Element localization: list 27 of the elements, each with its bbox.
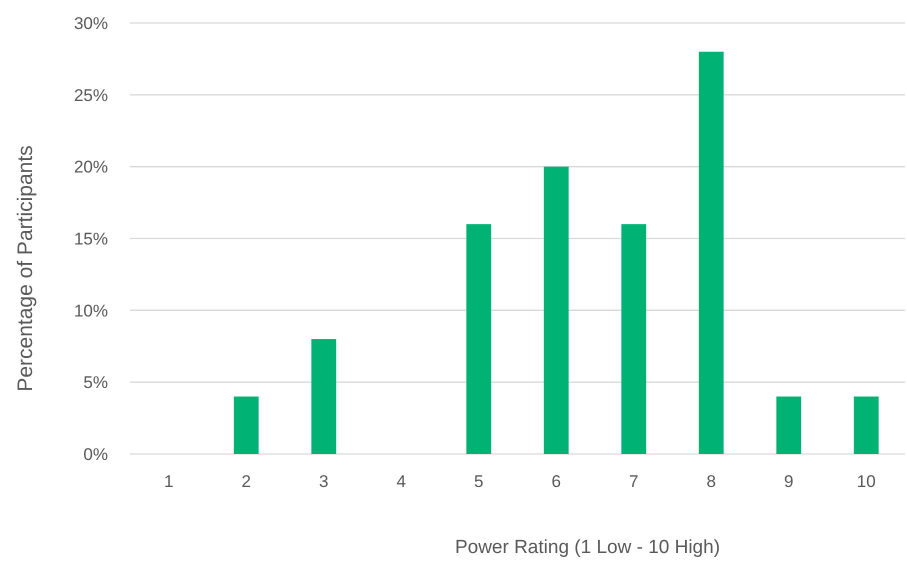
x-tick-label: 4 — [396, 472, 406, 491]
bar — [544, 166, 569, 454]
x-tick-label: 7 — [629, 472, 638, 491]
x-tick-label: 2 — [242, 472, 251, 491]
y-tick-label: 5% — [83, 373, 108, 392]
x-axis-title: Power Rating (1 Low - 10 High) — [454, 537, 720, 558]
bar — [466, 224, 492, 454]
y-axis-title: Percentage of Participants — [14, 145, 37, 392]
y-tick-label: 0% — [83, 444, 108, 464]
bar — [234, 396, 259, 454]
x-tick-label: 10 — [856, 472, 876, 491]
bar — [311, 339, 336, 454]
x-tick-label: 6 — [552, 472, 561, 491]
bar — [776, 396, 802, 454]
bar — [698, 52, 724, 454]
y-tick-label: 25% — [74, 86, 108, 105]
bar — [621, 224, 646, 454]
y-tick-label: 20% — [74, 158, 108, 177]
x-tick-label: 1 — [164, 472, 174, 491]
bar — [854, 396, 879, 454]
x-tick-label: 3 — [319, 472, 328, 491]
x-tick-label: 5 — [474, 472, 484, 491]
y-tick-label: 10% — [74, 301, 108, 320]
y-tick-label: 15% — [74, 229, 108, 248]
x-tick-label: 8 — [706, 472, 716, 491]
y-tick-label: 30% — [74, 14, 108, 33]
x-tick-label: 9 — [784, 472, 794, 491]
